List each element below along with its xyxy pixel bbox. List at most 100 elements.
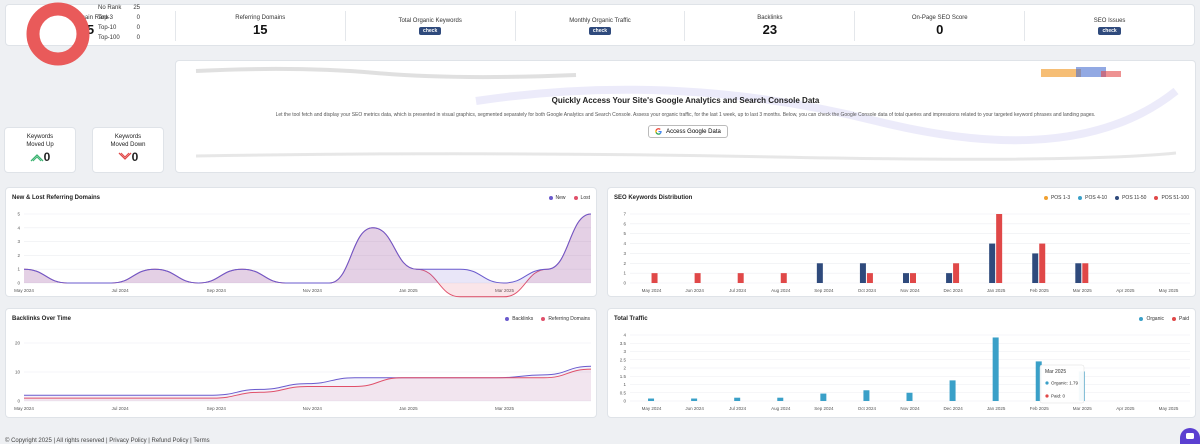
legend-item[interactable]: Organic [1139,316,1164,322]
legend-item[interactable]: POS 51-100 [1154,195,1189,201]
bar[interactable] [903,273,909,283]
legend-label: New [555,195,566,201]
legend-item[interactable]: New [548,195,566,201]
y-tick-label: 4 [623,241,626,246]
bar[interactable] [996,214,1003,283]
bar[interactable] [949,380,956,401]
bar[interactable] [1039,243,1046,283]
backlinks-chart: 0 10 20 May 2024 Jul 2024 Sep 2024 Nov 2024 Jan… [14,341,592,411]
legend-item[interactable]: Paid [1171,316,1189,322]
series-line [23,213,592,284]
check-button[interactable]: check [419,26,442,35]
tooltip-title: Mar 2025 [1045,369,1066,375]
y-tick-label: 5 [623,231,626,236]
legend-dot [1171,316,1176,321]
bar[interactable] [737,273,744,283]
domain-rank-panel: No Rank 25 Top-3 0 Top-10 0 Top-100 0 [0,0,164,68]
rank-legend-value: 0 [136,15,140,21]
x-tick-label: Sep 2024 [814,288,834,293]
bar[interactable] [777,397,784,401]
check-button[interactable]: check [588,26,612,35]
legend-item[interactable]: POS 4-10 [1078,195,1107,201]
x-tick-label: Jul 2024 [729,288,747,293]
x-tick-label: Oct 2024 [858,406,877,411]
bar[interactable] [691,398,698,401]
stat-6: SEO Issues check [1025,11,1194,41]
bar[interactable] [953,263,960,283]
bar[interactable] [1082,263,1089,283]
tooltip-dot [1045,394,1049,398]
bar[interactable] [866,273,873,283]
x-tick-label: May 2025 [1159,288,1179,293]
legend-dot [541,316,546,321]
footer-text: © Copyright 2025 | All rights reserved |… [5,438,210,444]
legend-item[interactable]: POS 1-3 [1043,195,1070,201]
stat-5: On-Page SEO Score 0 [855,11,1026,41]
bar[interactable] [859,263,866,283]
rank-legend-row: Top-100 0 [98,33,140,43]
x-tick-label: Sep 2024 [207,406,227,411]
keywords-up-label-1: Keywords [26,134,54,140]
bar[interactable] [1035,361,1042,401]
legend-label: Referring Domains [548,316,590,322]
stat-value: 23 [762,22,778,37]
chart-title: Total Traffic [614,316,648,322]
keywords-distribution-chart: 0 1 2 3 4 5 6 7 May 2024 Jun 2024 Jul 2024 Aug 2024… [623,212,1190,293]
bar[interactable] [694,273,701,283]
x-tick-label: Feb 2025 [1030,288,1050,293]
chart-legend: POS 1-3 POS 4-10 POS 11-50 POS 51-100 [1043,195,1189,201]
x-tick-label: Oct 2024 [858,288,877,293]
check-button[interactable]: check [1098,26,1121,35]
bar[interactable] [910,273,916,283]
legend-label: Organic [1146,316,1164,322]
bar[interactable] [906,392,913,401]
bar[interactable] [1075,263,1082,283]
legend-label: Backlinks [512,316,534,322]
bar[interactable] [1032,253,1039,283]
x-tick-label: Jan 2025 [399,406,418,411]
y-tick-label: 5 [17,212,20,217]
rank-legend: No Rank 25 Top-3 0 Top-10 0 Top-100 0 [98,3,140,43]
chat-widget-button[interactable] [1180,428,1200,444]
bar[interactable] [863,390,870,401]
chat-icon [1186,433,1194,439]
access-google-data-label: Access Google Data [666,128,721,135]
y-tick-label: 3 [623,251,626,256]
bar[interactable] [989,243,996,283]
x-tick-label: May 2025 [1159,406,1179,411]
access-google-data-button[interactable]: Access Google Data [648,125,728,138]
bar[interactable] [820,393,827,401]
bar[interactable] [946,273,953,283]
chart-card-total-traffic: Total Traffic Organic Paid 0 0.5 1 1.5 2 2.5 3 3… [607,308,1196,418]
chart-card-backlinks: Backlinks Over Time Backlinks Referring D… [5,308,597,418]
legend-item[interactable]: Referring Domains [541,316,590,322]
x-tick-label: May 2024 [642,288,662,293]
y-tick-label: 7 [623,212,626,217]
series-line [24,368,592,399]
x-tick-label: Apr 2025 [1116,406,1135,411]
x-tick-label: Jul 2024 [112,288,130,293]
y-tick-label: 6 [623,221,626,226]
bar[interactable] [816,263,823,283]
legend-item[interactable]: Lost [573,195,590,201]
stat-2: Total Organic Keywords check [346,11,516,41]
legend-dot [1154,195,1159,200]
x-tick-label: Jul 2024 [112,406,130,411]
bar[interactable] [651,273,658,283]
rank-legend-row: No Rank 25 [98,3,140,13]
chart-tooltip: Mar 2025 Organic: 1.79 Paid: 0 [1039,364,1085,404]
stat-label: Backlinks [757,15,783,21]
bar[interactable] [780,273,787,283]
stat-label: On-Page SEO Score [911,15,968,21]
tooltip-organic: Organic: 1.79 [1051,381,1079,386]
rank-legend-value: 25 [133,5,140,11]
legend-item[interactable]: Backlinks [505,316,533,322]
rank-legend-value: 0 [136,35,140,41]
google-data-panel: Quickly Access Your Site's Google Analyt… [175,60,1196,173]
bar[interactable] [734,397,741,401]
bar[interactable] [648,398,655,401]
legend-item[interactable]: POS 11-50 [1115,195,1146,201]
bar[interactable] [992,337,999,401]
chart-title: New & Lost Referring Domains [12,195,101,201]
chart-title: Backlinks Over Time [12,316,71,322]
